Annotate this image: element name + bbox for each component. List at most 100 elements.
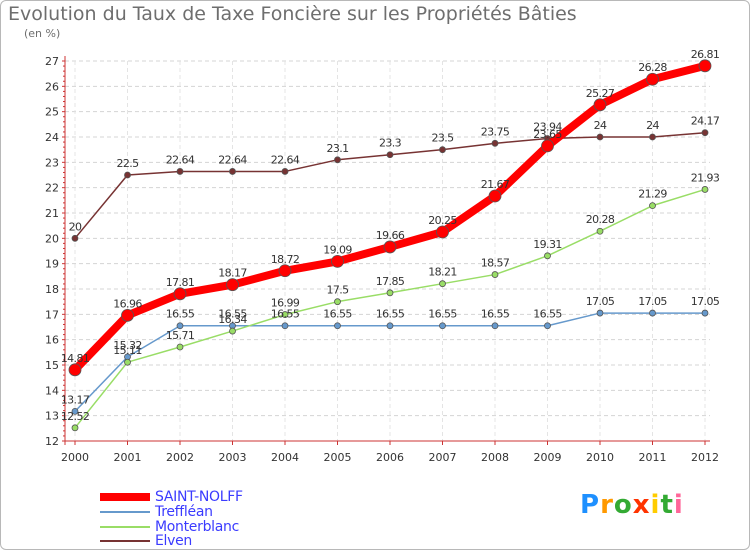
data-point <box>386 151 394 159</box>
legend-label: Monterblanc <box>155 518 240 535</box>
data-label: 16.55 <box>271 308 300 321</box>
data-point <box>596 309 604 317</box>
legend-item: SAINT-NOLFF <box>100 488 243 505</box>
y-tick-label: 16 <box>45 334 59 347</box>
data-label: 24 <box>646 119 659 132</box>
data-label: 14.81 <box>61 352 90 365</box>
data-point <box>491 271 499 278</box>
data-label: 22.5 <box>116 157 139 170</box>
logo-letter: o <box>613 490 633 520</box>
data-point <box>334 322 341 330</box>
x-tick-label: 2004 <box>271 451 299 464</box>
data-label: 20.28 <box>586 213 615 226</box>
data-label: 15.32 <box>113 339 142 352</box>
data-label: 23.1 <box>326 142 348 155</box>
series-lines <box>68 59 712 432</box>
logo-letter: P <box>580 490 601 520</box>
data-point <box>281 311 289 318</box>
data-label: 22.64 <box>166 153 195 166</box>
x-tick-label: 2003 <box>219 451 247 464</box>
data-label: 24.17 <box>691 115 720 128</box>
data-point <box>176 168 184 175</box>
y-tick-label: 25 <box>45 106 59 119</box>
data-label: 17.05 <box>691 295 720 308</box>
legend-item: Treffléan <box>100 504 213 520</box>
x-tick-label: 2012 <box>691 451 719 464</box>
data-point <box>176 343 184 351</box>
data-label: 19.09 <box>323 243 352 256</box>
legend-swatch <box>100 525 150 528</box>
data-label: 24 <box>594 119 607 132</box>
data-label: 21.29 <box>638 188 667 201</box>
data-label: 22.64 <box>218 153 247 166</box>
y-tick-label: 13 <box>45 410 59 423</box>
data-label: 22.64 <box>271 153 300 166</box>
data-point <box>439 280 446 288</box>
data-point <box>334 156 341 164</box>
x-tick-label: 2011 <box>639 451 667 464</box>
data-label: 15.71 <box>166 329 195 342</box>
x-tick-label: 2001 <box>114 451 142 464</box>
x-tick-label: 2008 <box>481 451 509 464</box>
data-label: 18.72 <box>271 253 300 266</box>
data-point <box>596 227 604 235</box>
data-label: 17.05 <box>586 295 615 308</box>
data-label: 17.81 <box>166 276 195 289</box>
data-point <box>173 287 187 301</box>
data-label: 12.52 <box>61 410 90 423</box>
x-tick-label: 2007 <box>429 451 457 464</box>
data-point <box>544 322 551 330</box>
data-point <box>68 363 82 377</box>
x-tick-label: 2009 <box>534 451 562 464</box>
data-point <box>701 309 709 317</box>
data-label: 16.55 <box>323 308 352 321</box>
x-tick-label: 2000 <box>61 451 89 464</box>
data-label: 19.31 <box>533 238 562 251</box>
x-tick-label: 2002 <box>166 451 194 464</box>
data-label: 20 <box>69 220 82 233</box>
legend-item: Monterblanc <box>100 518 240 535</box>
data-point <box>229 168 236 175</box>
data-point <box>491 139 499 147</box>
y-tick-label: 27 <box>45 55 59 68</box>
y-tick-label: 20 <box>45 232 59 245</box>
data-label: 17.05 <box>638 295 667 308</box>
data-point <box>698 59 712 73</box>
x-tick-label: 2006 <box>376 451 404 464</box>
x-tick-label: 2010 <box>586 451 614 464</box>
data-point <box>439 146 446 154</box>
data-point <box>386 289 394 297</box>
data-point <box>701 129 709 137</box>
y-tick-label: 22 <box>45 182 59 195</box>
legend-label: SAINT-NOLFF <box>155 488 243 505</box>
data-label: 20.25 <box>428 214 457 227</box>
logo-letter: i <box>673 490 684 520</box>
data-point <box>436 225 449 239</box>
logo-letter: t <box>660 490 674 520</box>
data-point <box>176 322 184 330</box>
legend-swatch <box>100 492 150 501</box>
data-label: 18.17 <box>218 267 247 280</box>
data-label: 16.55 <box>166 308 195 321</box>
data-point <box>334 298 341 306</box>
data-label: 15.11 <box>113 344 142 357</box>
data-point <box>649 133 656 141</box>
data-label: 16.99 <box>271 297 300 310</box>
grid <box>65 60 710 441</box>
data-point <box>229 327 236 335</box>
y-tick-label: 12 <box>45 435 59 448</box>
y-tick-label: 18 <box>45 283 59 296</box>
legend-item: Elven <box>100 533 192 549</box>
data-label: 16.96 <box>113 297 142 310</box>
data-point <box>646 72 659 86</box>
logo-letter: i <box>650 490 661 520</box>
data-point <box>491 322 499 330</box>
data-label: 16.55 <box>376 308 405 321</box>
data-label: 21.67 <box>481 178 510 191</box>
chart-subtitle: (en %) <box>24 27 61 40</box>
y-tick-label: 23 <box>45 156 59 169</box>
y-tick-label: 24 <box>45 131 59 144</box>
data-point <box>383 240 397 254</box>
x-tick-label: 2005 <box>324 451 352 464</box>
data-label: 17.5 <box>326 284 349 297</box>
